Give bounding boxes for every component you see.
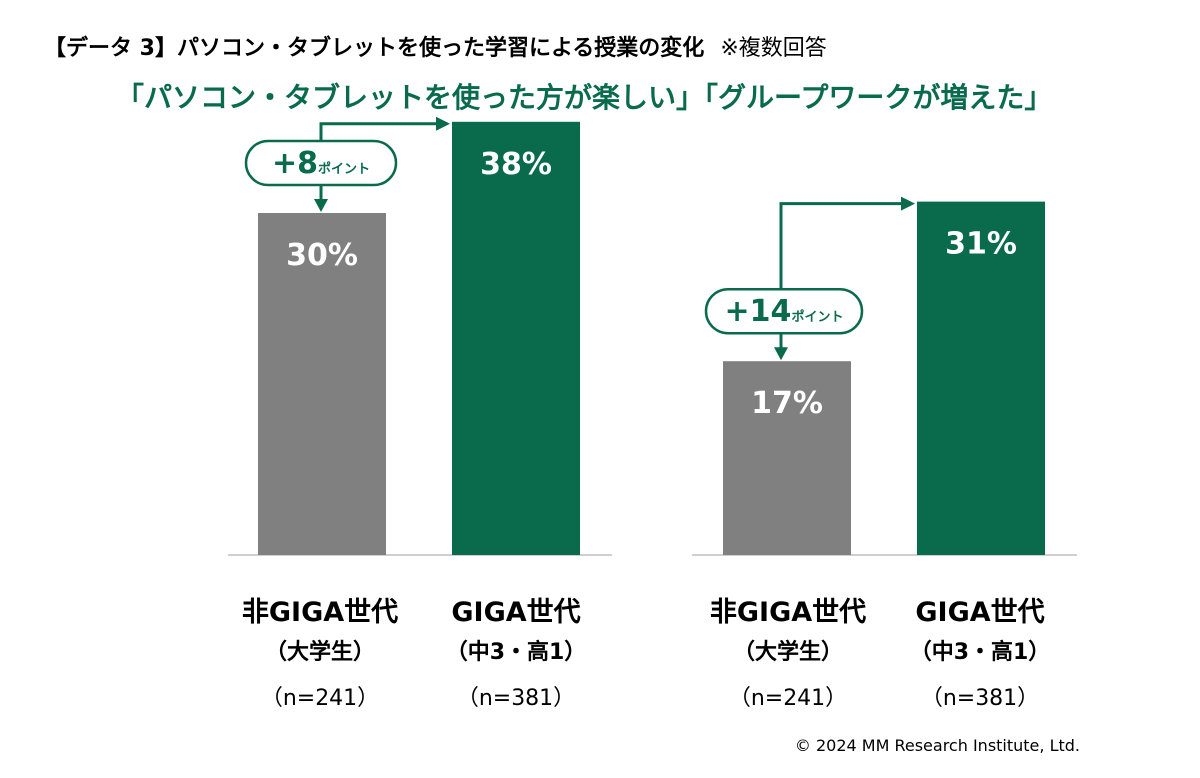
- chart2-diff-label: +14ポイント: [725, 294, 844, 329]
- chart2-value-label-1: 31%: [945, 227, 1017, 262]
- chart2-n-1: （n=381）: [920, 686, 1040, 711]
- chart2-xlabel-0: 非GIGA世代: [709, 597, 867, 628]
- chart2-diff-number: +14: [725, 294, 792, 329]
- chart2-sublabel-1: （中3・高1）: [909, 640, 1051, 665]
- chart2-arrowhead-right: [901, 196, 915, 211]
- chart2-value-label-0: 17%: [751, 386, 823, 421]
- chart1-xlabel-1: GIGA世代: [451, 597, 581, 628]
- chart1-sublabel-1: （中3・高1）: [445, 640, 587, 665]
- chart2-title: 「グループワークが増えた」: [690, 81, 1053, 114]
- chart1-value-label-1: 38%: [480, 147, 552, 182]
- chart2-diff-bubble: [704, 287, 864, 335]
- chart2-xlabel-1: GIGA世代: [915, 597, 1045, 628]
- chart1-n-0: （n=241）: [260, 686, 380, 711]
- chart1-title: 「パソコン・タブレットを使った方が楽しい」: [116, 81, 705, 114]
- chart2-sublabel-0: （大学生）: [732, 640, 843, 665]
- chart2-n-0: （n=241）: [728, 686, 848, 711]
- chart2-arrowhead-down: [774, 347, 788, 361]
- page-title: 【データ 3】パソコン・タブレットを使った学習による授業の変化 ※複数回答: [44, 30, 827, 62]
- chart2-bar-0: [723, 361, 851, 555]
- chart1-value-label-0: 30%: [286, 238, 358, 273]
- chart1-bar-0: [258, 213, 386, 555]
- chart1-diff-bubble: [244, 139, 398, 187]
- chart1-arrowhead-down: [314, 199, 328, 212]
- chart2-bar-1: [917, 201, 1045, 555]
- chart1-bar-1: [452, 121, 580, 556]
- chart1-diff-number: +8: [272, 146, 318, 181]
- chart1-sublabel-0: （大学生）: [264, 640, 375, 665]
- chart1-n-1: （n=381）: [456, 686, 576, 711]
- chart1-diff-label: +8ポイント: [272, 146, 370, 181]
- chart1-diff-unit: ポイント: [318, 161, 370, 177]
- copyright: © 2024 MM Research Institute, Ltd.: [794, 736, 1080, 755]
- chart1-xlabel-0: 非GIGA世代: [241, 597, 399, 628]
- chart2-diff-unit: ポイント: [791, 309, 843, 325]
- title-note: ※複数回答: [720, 36, 827, 61]
- title-text: 【データ 3】パソコン・タブレットを使った学習による授業の変化: [44, 36, 705, 61]
- chart1-arrowhead-right: [436, 116, 450, 131]
